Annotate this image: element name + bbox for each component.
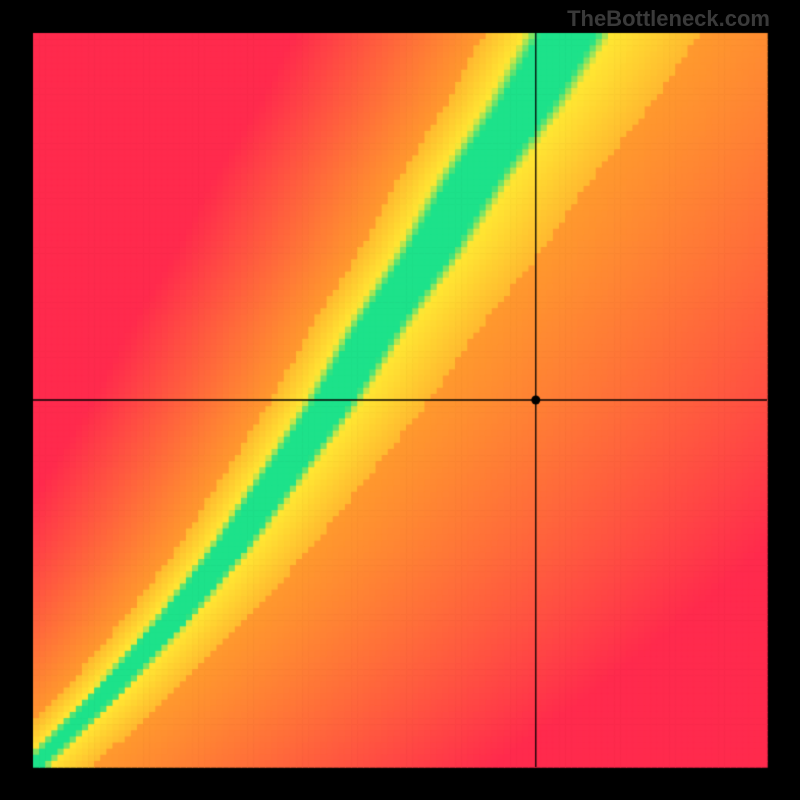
bottleneck-heatmap-canvas: [0, 0, 800, 800]
source-watermark: TheBottleneck.com: [567, 6, 770, 32]
chart-container: TheBottleneck.com: [0, 0, 800, 800]
